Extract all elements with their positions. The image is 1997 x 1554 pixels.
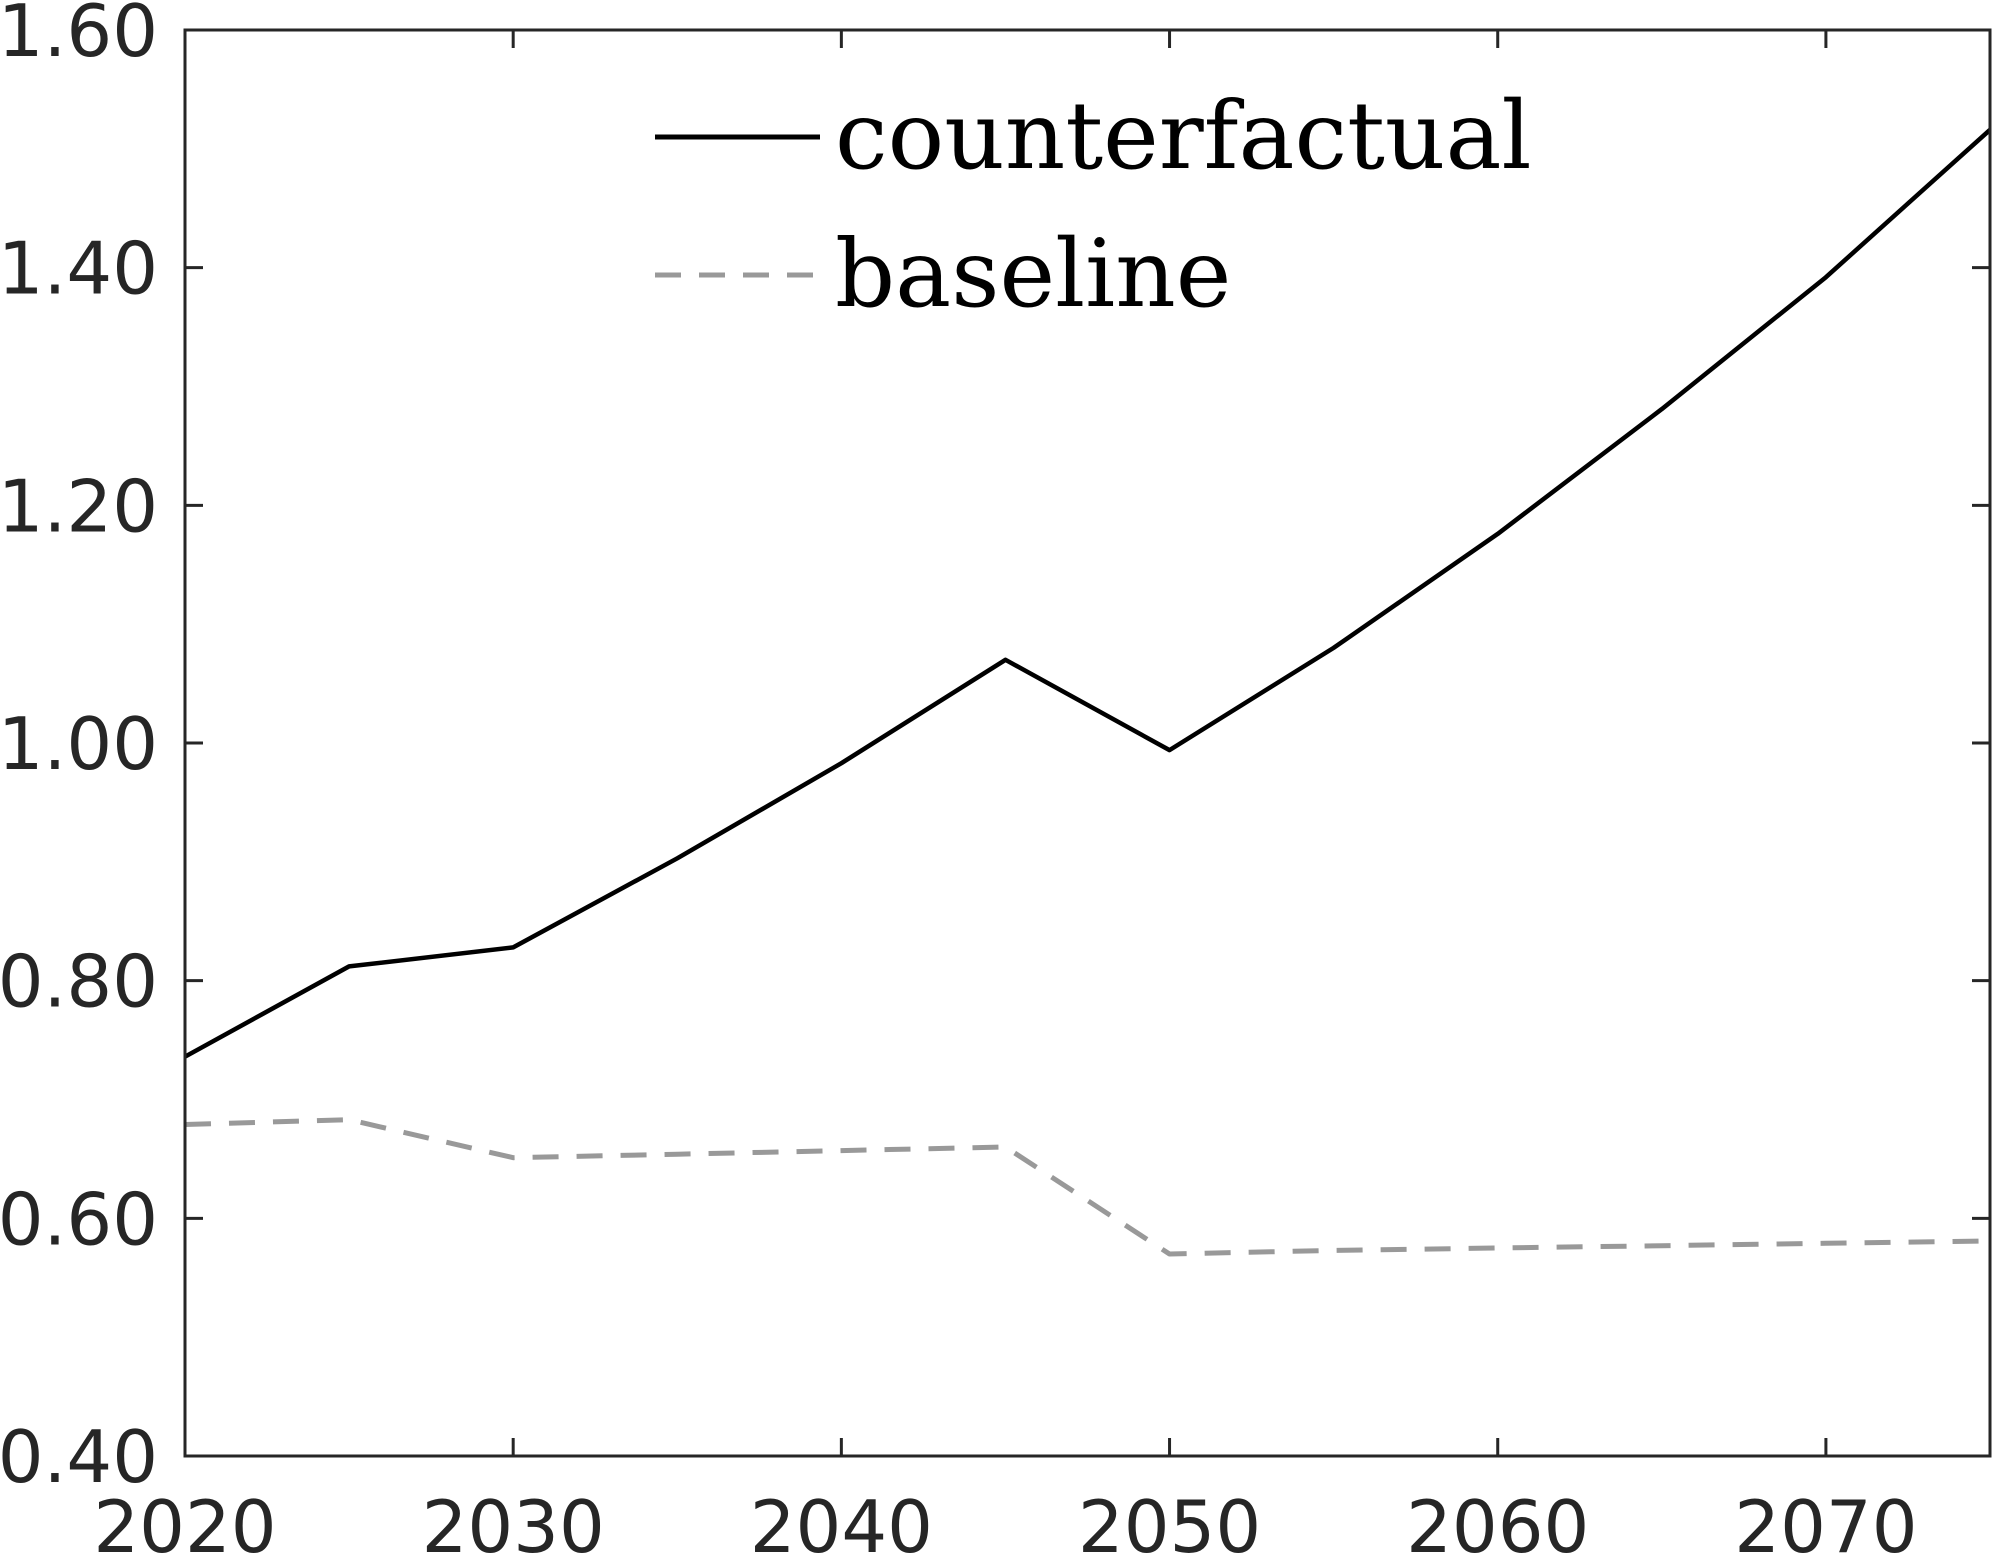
x-tick-label: 2030	[422, 1485, 605, 1554]
legend-label-counterfactual: counterfactual	[835, 82, 1532, 191]
y-tick-label: 1.00	[0, 702, 158, 786]
y-tick-label: 1.60	[0, 0, 158, 73]
series-layer	[183, 128, 1992, 1257]
series-line-counterfactual	[183, 128, 1992, 1059]
y-tick-label: 0.60	[0, 1177, 158, 1261]
x-tick-label: 2050	[1078, 1485, 1261, 1554]
x-tick-label: 2070	[1734, 1485, 1917, 1554]
y-tick-label: 0.40	[0, 1415, 158, 1499]
y-tick-label: 1.40	[0, 227, 158, 311]
legend: counterfactual baseline	[655, 82, 1532, 329]
y-tick-label: 1.20	[0, 464, 158, 548]
series-line-baseline	[184, 1117, 1991, 1257]
x-tick-label: 2060	[1406, 1485, 1589, 1554]
x-tick-label: 2040	[750, 1485, 933, 1554]
legend-label-baseline: baseline	[835, 220, 1231, 329]
y-tick-label: 0.80	[0, 940, 158, 1024]
x-tick-label: 2020	[93, 1485, 276, 1554]
